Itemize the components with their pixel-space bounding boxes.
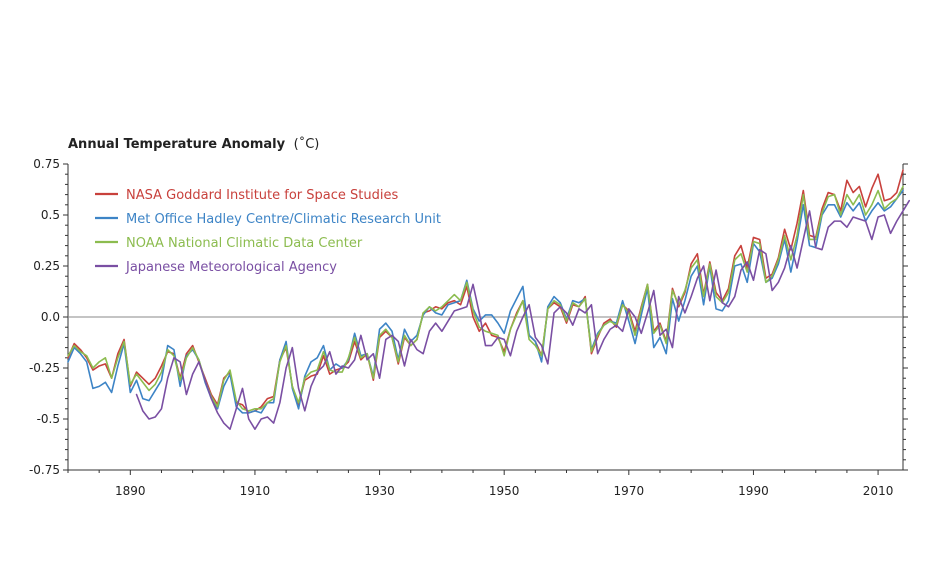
axes: 0.75 0.5 0.25 0.0 -0.25 -0.5 -0.75 1890 1910 1930… bbox=[29, 157, 908, 498]
x-tick-label: 1910 bbox=[240, 484, 271, 498]
x-tick-label: 1950 bbox=[489, 484, 520, 498]
y-tick-label: 0.5 bbox=[41, 208, 60, 222]
series-line-1 bbox=[67, 169, 904, 414]
legend: NASA Goddard Institute for Space Studies… bbox=[95, 188, 441, 275]
x-tick-label: 2010 bbox=[863, 484, 894, 498]
series-layer bbox=[67, 169, 911, 431]
x-tick-label: 1930 bbox=[364, 484, 395, 498]
legend-label: NOAA National Climatic Data Center bbox=[126, 236, 363, 251]
legend-label: NASA Goddard Institute for Space Studies bbox=[126, 188, 398, 203]
y-tick-label: 0.75 bbox=[33, 157, 60, 171]
legend-label: Japanese Meteorological Agency bbox=[125, 260, 337, 275]
chart-title: Annual Temperature Anomaly (˚C) bbox=[68, 136, 319, 152]
y-tick-label: 0.25 bbox=[33, 259, 60, 273]
x-tick-label: 1970 bbox=[614, 484, 645, 498]
y-tick-label: -0.75 bbox=[29, 463, 60, 477]
chart-title-text: Annual Temperature Anomaly bbox=[68, 137, 286, 152]
x-tick-label: 1890 bbox=[115, 484, 146, 498]
y-tick-label: -0.25 bbox=[29, 361, 60, 375]
y-tick-label: -0.5 bbox=[37, 412, 60, 426]
chart-title-unit: (˚C) bbox=[294, 136, 320, 152]
series-line-4 bbox=[135, 199, 911, 431]
x-tick-label: 1990 bbox=[738, 484, 769, 498]
y-tick-label: 0.0 bbox=[41, 310, 60, 324]
legend-label: Met Office Hadley Centre/Climatic Resear… bbox=[126, 212, 441, 227]
